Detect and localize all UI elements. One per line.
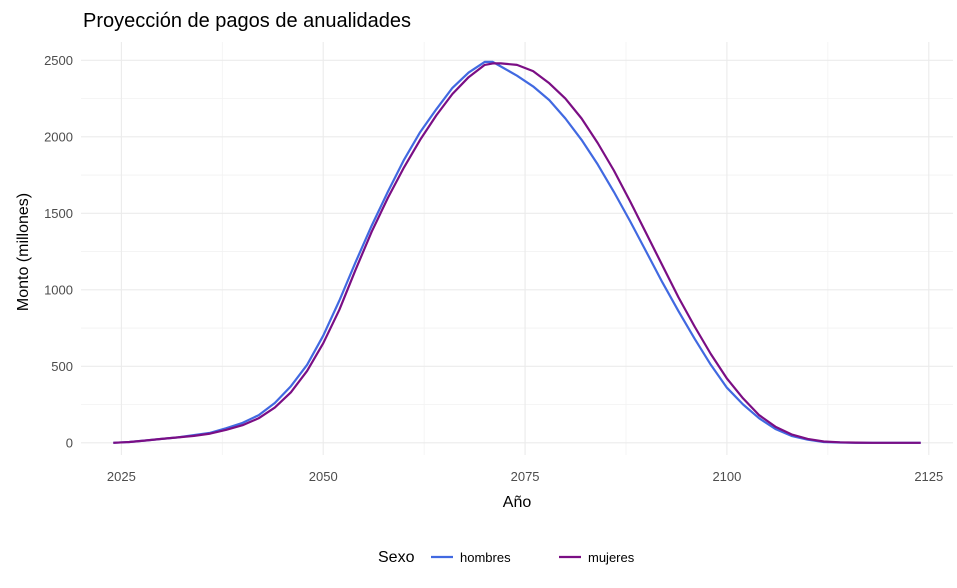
legend-title: Sexo xyxy=(378,549,415,566)
y-tick-label: 1000 xyxy=(44,282,73,297)
y-tick-label: 2000 xyxy=(44,129,73,144)
y-tick-label: 2500 xyxy=(44,53,73,68)
x-tick-label: 2125 xyxy=(914,469,943,484)
y-tick-label: 1500 xyxy=(44,206,73,221)
y-tick-label: 500 xyxy=(51,359,73,374)
x-tick-labels: 2025 2050 2075 2100 2125 xyxy=(107,469,943,484)
legend: Sexo hombres mujeres xyxy=(378,549,635,566)
grid-minor xyxy=(81,42,953,455)
legend-label-mujeres: mujeres xyxy=(588,550,635,565)
x-tick-label: 2025 xyxy=(107,469,136,484)
x-tick-label: 2050 xyxy=(309,469,338,484)
grid-major xyxy=(81,42,953,455)
series-line-hombres xyxy=(113,60,921,444)
legend-label-hombres: hombres xyxy=(460,550,511,565)
y-tick-labels: 0 500 1000 1500 2000 2500 xyxy=(44,53,73,450)
series-line-mujeres xyxy=(113,62,921,444)
x-tick-label: 2075 xyxy=(511,469,540,484)
y-axis-title: Monto (millones) xyxy=(15,193,32,311)
chart-title: Proyección de pagos de anualidades xyxy=(83,10,411,32)
x-tick-label: 2100 xyxy=(712,469,741,484)
y-tick-label: 0 xyxy=(66,435,73,450)
series-layer xyxy=(113,60,921,444)
x-axis-title: Año xyxy=(503,494,532,511)
